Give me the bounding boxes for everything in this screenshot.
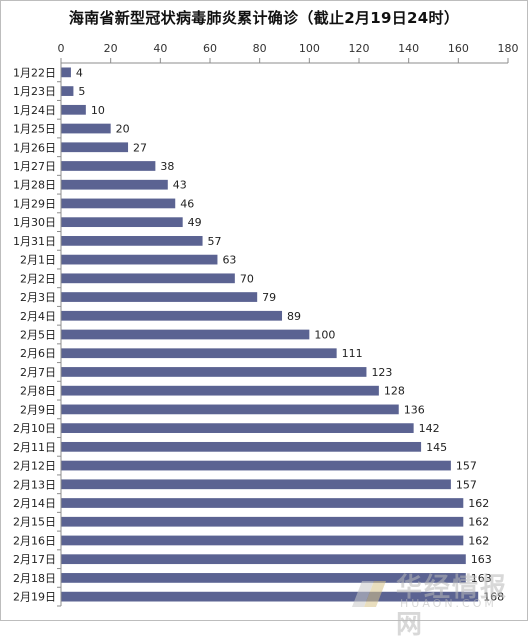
data-label: 123 (371, 366, 392, 379)
data-label: 162 (468, 534, 489, 547)
y-category-label: 2月3日 (20, 291, 56, 304)
y-category-label: 2月10日 (13, 422, 56, 435)
bar (62, 330, 310, 340)
data-label: 168 (483, 591, 504, 604)
data-label: 163 (471, 553, 492, 566)
bar (62, 311, 283, 321)
data-label: 162 (468, 497, 489, 510)
y-category-label: 2月6日 (20, 347, 56, 360)
data-label: 128 (384, 385, 405, 398)
x-tick-label: 60 (203, 42, 217, 55)
x-tick-label: 160 (448, 42, 469, 55)
x-tick-label: 20 (104, 42, 118, 55)
y-category-label: 1月23日 (13, 85, 56, 98)
bar (62, 479, 451, 489)
data-label: 79 (262, 291, 276, 304)
bar (62, 554, 466, 564)
data-label: 89 (287, 310, 301, 323)
bar (62, 105, 86, 115)
y-category-label: 2月16日 (13, 534, 56, 547)
bar (62, 273, 235, 283)
data-label: 20 (116, 123, 130, 136)
data-label: 10 (91, 104, 105, 117)
bar (62, 180, 168, 190)
data-label: 157 (456, 478, 477, 491)
data-label: 111 (342, 347, 363, 360)
bar (62, 217, 183, 227)
data-label: 70 (240, 272, 254, 285)
data-label: 157 (456, 460, 477, 473)
y-category-label: 1月29日 (13, 197, 56, 210)
bar (62, 367, 367, 377)
y-category-label: 2月9日 (20, 403, 56, 416)
data-label: 63 (222, 254, 236, 267)
y-category-label: 1月30日 (13, 216, 56, 229)
bar (62, 461, 451, 471)
y-category-label: 1月27日 (13, 160, 56, 173)
y-category-label: 2月4日 (20, 310, 56, 323)
x-tick-label: 80 (253, 42, 267, 55)
bar (62, 142, 129, 152)
bar-chart: 0 20 40 60 80 100 120 140 160 180 1月22日 4 1月23日 5 1月24… (0, 0, 528, 621)
y-category-label: 2月7日 (20, 366, 56, 379)
data-label: 5 (78, 85, 85, 98)
bar (62, 536, 464, 546)
y-category-label: 2月2日 (20, 272, 56, 285)
y-category-label: 2月5日 (20, 329, 56, 342)
y-category-label: 1月25日 (13, 123, 56, 136)
y-category-label: 2月19日 (13, 591, 56, 604)
bar (62, 348, 337, 358)
data-label: 27 (133, 141, 147, 154)
y-category-label: 2月11日 (13, 441, 56, 454)
bar (62, 86, 74, 96)
y-category-label: 2月13日 (13, 478, 56, 491)
data-label: 57 (208, 235, 222, 248)
bar (62, 199, 176, 209)
y-category-label: 2月8日 (20, 385, 56, 398)
data-label: 136 (404, 403, 425, 416)
y-category-label: 1月28日 (13, 179, 56, 192)
data-label: 43 (173, 179, 187, 192)
x-tick-label: 40 (153, 42, 167, 55)
bar (62, 292, 258, 302)
bar (62, 517, 464, 527)
bar (62, 124, 111, 134)
bar (62, 67, 71, 77)
bar (62, 236, 203, 246)
bar (62, 442, 422, 452)
y-category-label: 2月18日 (13, 572, 56, 585)
bar (62, 498, 464, 508)
y-category-label: 1月22日 (13, 66, 56, 79)
bar (62, 405, 399, 415)
data-label: 4 (76, 66, 83, 79)
data-label: 145 (426, 441, 447, 454)
data-label: 38 (160, 160, 174, 173)
y-category-label: 2月1日 (20, 254, 56, 267)
bar (62, 592, 479, 602)
y-category-label: 2月15日 (13, 516, 56, 529)
data-label: 100 (314, 329, 335, 342)
bar (62, 255, 218, 265)
bar (62, 161, 156, 171)
y-category-label: 2月14日 (13, 497, 56, 510)
bar (62, 386, 379, 396)
y-category-label: 1月26日 (13, 141, 56, 154)
data-label: 162 (468, 516, 489, 529)
x-tick-label: 180 (498, 42, 519, 55)
bar (62, 423, 414, 433)
x-tick-label: 0 (58, 42, 65, 55)
y-category-label: 1月31日 (13, 235, 56, 248)
y-category-label: 2月17日 (13, 553, 56, 566)
data-label: 49 (188, 216, 202, 229)
y-category-label: 2月12日 (13, 460, 56, 473)
x-tick-label: 120 (349, 42, 370, 55)
bar (62, 573, 466, 583)
x-tick-label: 140 (398, 42, 419, 55)
data-label: 46 (180, 197, 194, 210)
data-label: 142 (419, 422, 440, 435)
x-tick-label: 100 (299, 42, 320, 55)
y-category-label: 1月24日 (13, 104, 56, 117)
data-label: 163 (471, 572, 492, 585)
